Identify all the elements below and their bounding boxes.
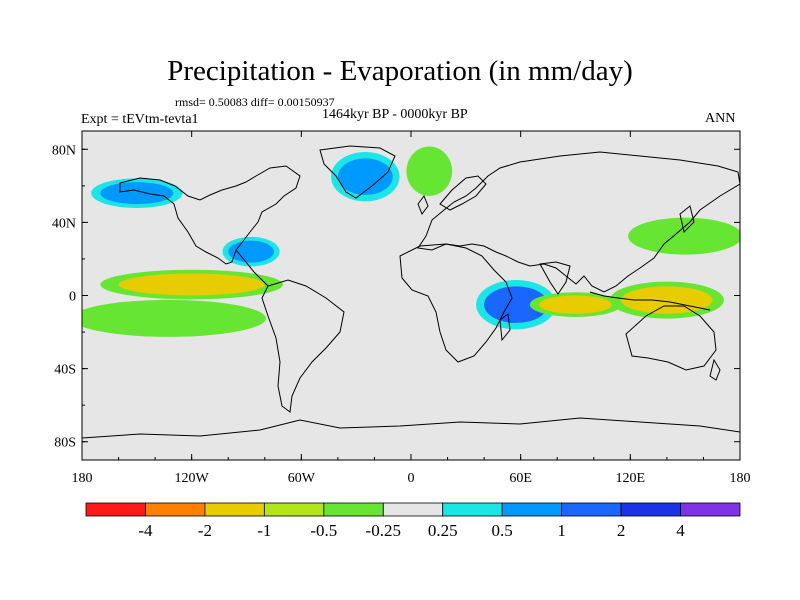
season-label: ANN xyxy=(705,111,736,126)
colorbar-label: -0.5 xyxy=(310,521,337,540)
colorbar-swatch xyxy=(561,502,622,517)
coastline-britain xyxy=(417,194,429,216)
period-label: 1464kyr BP - 0000kyr BP xyxy=(322,107,468,122)
y-tick-label: 80S xyxy=(54,436,76,451)
chart-title: Precipitation - Evaporation (in mm/day) xyxy=(167,55,633,87)
coastline-central-america xyxy=(235,249,269,287)
colorbar-label: -0.25 xyxy=(366,521,401,540)
colorbar-label: 1 xyxy=(557,521,566,540)
colorbar-swatch xyxy=(442,502,503,517)
y-axis: 80N 40N 0 40S 80S xyxy=(52,143,740,451)
colorbar-label: 0.5 xyxy=(492,521,513,540)
coastline-antarctica xyxy=(82,417,740,439)
colorbar: -4 -2 -1 -0.5 -0.25 0.25 0.5 1 2 4 xyxy=(85,502,741,540)
x-axis: 180 120W 60W 0 60E 120E 180 xyxy=(72,131,751,486)
coastline-new-zealand xyxy=(709,358,721,381)
coastline-indonesia xyxy=(589,291,711,311)
coastline-australia xyxy=(625,305,717,371)
x-tick-label: 120E xyxy=(616,471,646,486)
y-tick-label: 40N xyxy=(52,216,76,231)
anomaly-nordic-seas xyxy=(411,152,448,190)
anomaly-kuroshio xyxy=(639,222,731,250)
x-tick-label: 120W xyxy=(175,471,210,486)
x-tick-label: 180 xyxy=(730,471,751,486)
colorbar-swatch xyxy=(501,502,563,517)
colorbar-swatch xyxy=(204,502,265,517)
coastline-greenland xyxy=(319,145,396,199)
colorbar-label: -2 xyxy=(198,521,212,540)
colorbar-swatch xyxy=(85,502,146,517)
anomaly-east-pacific-itcz xyxy=(118,273,265,296)
coastline-africa xyxy=(399,243,513,363)
anomaly-tropical-pacific-south xyxy=(91,304,247,333)
anomaly-north-atlantic-high-lat xyxy=(337,158,393,195)
coastline-india xyxy=(539,261,571,295)
colorbar-swatch xyxy=(145,502,206,517)
colorbar-label: 4 xyxy=(676,521,685,540)
colorbar-swatch xyxy=(680,502,741,517)
y-tick-label: 80N xyxy=(52,143,76,158)
colorbar-swatch xyxy=(382,502,444,517)
colorbar-swatch xyxy=(620,502,681,517)
y-tick-label: 0 xyxy=(69,290,76,305)
colorbar-swatch xyxy=(263,502,325,517)
x-tick-label: 60E xyxy=(509,471,532,486)
stats-label: rmsd= 0.50083 diff= 0.00150937 xyxy=(175,95,335,109)
colorbar-label: 0.25 xyxy=(428,521,458,540)
coastline-japan xyxy=(679,205,695,233)
colorbar-label: -1 xyxy=(257,521,271,540)
coastline-madagascar xyxy=(499,313,511,342)
coastline-scandinavia xyxy=(439,175,487,211)
colorbar-swatch xyxy=(323,502,384,517)
coastlines xyxy=(82,145,740,439)
anomaly-north-pacific-west xyxy=(100,182,174,205)
colorbar-label: 2 xyxy=(617,521,626,540)
x-tick-label: 180 xyxy=(72,471,93,486)
x-tick-label: 0 xyxy=(408,471,415,486)
anomaly-maritime-continent xyxy=(621,286,713,314)
coastline-south-america xyxy=(261,279,345,413)
x-tick-label: 60W xyxy=(288,471,316,486)
y-tick-label: 40S xyxy=(54,363,76,378)
anomaly-field-layer xyxy=(82,146,740,337)
colorbar-label: -4 xyxy=(138,521,153,540)
anomaly-indian-ocean-equatorial xyxy=(484,286,549,323)
experiment-label: Expt = tEVtm-tevta1 xyxy=(81,112,199,127)
coastline-eurasia xyxy=(417,151,740,293)
anomaly-eastern-indian-ocean xyxy=(538,295,613,314)
coastline-north-america xyxy=(119,165,301,265)
